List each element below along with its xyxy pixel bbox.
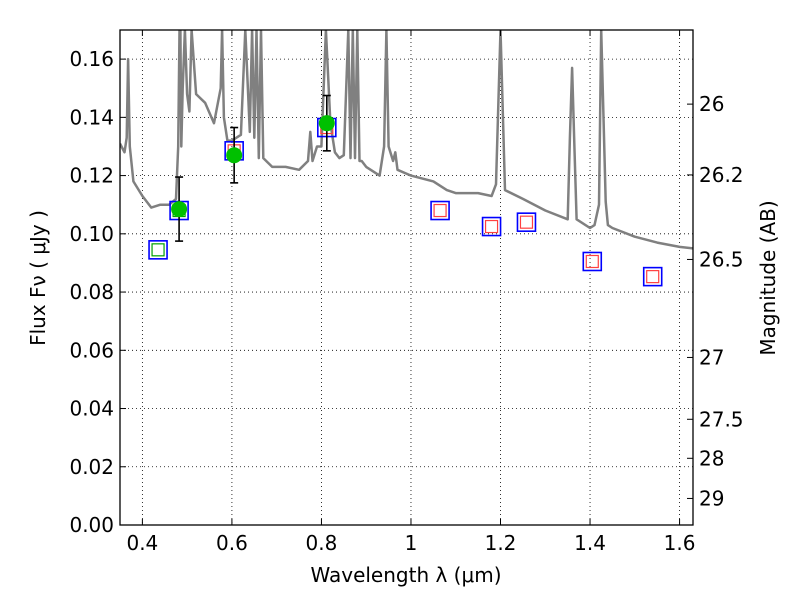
observed-point: [318, 115, 335, 132]
right-tick-label: 28: [699, 446, 724, 470]
y-tick-label: 0.12: [69, 164, 114, 188]
model-photometry-square: [430, 200, 450, 221]
observed-point: [171, 201, 188, 218]
model-photometry-square: [516, 212, 537, 232]
x-tick-label: 1.2: [485, 531, 517, 555]
x-tick-label: 1.6: [664, 531, 696, 555]
model-photometry-square: [642, 266, 663, 287]
x-tick-label: 1.4: [574, 531, 606, 555]
right-tick-label: 26.2: [699, 163, 744, 187]
y-tick-label: 0.00: [69, 513, 114, 537]
x-tick-label: 0.4: [126, 531, 158, 555]
inner-square: [151, 243, 165, 257]
right-tick-label: 26: [699, 92, 724, 116]
right-tick-label: 27.5: [699, 407, 744, 431]
y-axis-label-right: Magnitude (AB): [756, 200, 780, 355]
observed-point: [226, 147, 243, 164]
y-tick-label: 0.10: [69, 222, 114, 246]
grid-lines: [120, 30, 693, 526]
x-tick-label: 1: [405, 531, 418, 555]
inner-square: [585, 254, 599, 269]
y-tick-label: 0.04: [69, 397, 114, 421]
y-tick-label: 0.16: [69, 47, 114, 71]
model-photometry-square: [582, 251, 603, 272]
x-tick-label: 0.8: [306, 531, 338, 555]
x-axis-label: Wavelength λ (μm): [310, 563, 501, 587]
inner-square: [519, 215, 534, 229]
model-photometry-square: [148, 240, 168, 260]
y-tick-label: 0.08: [69, 280, 114, 304]
right-tick-label: 27: [699, 345, 724, 369]
axes-frame: [119, 29, 694, 526]
y-tick-label: 0.02: [69, 455, 114, 479]
y-axis-label: Flux Fν ( μJy ): [26, 210, 50, 346]
inner-square: [433, 203, 447, 218]
ticks: 0.4 0.6 0.8 1 1.2 1.4 1.6 0.00 0.02 0.04 0.06 0.08 0…: [69, 30, 744, 555]
y-tick-label: 0.06: [69, 338, 114, 362]
series-layer: [120, 30, 693, 287]
y-tick-label: 0.14: [69, 105, 114, 129]
inner-square: [646, 270, 660, 284]
inner-square: [484, 219, 499, 234]
x-tick-label: 0.6: [216, 531, 248, 555]
plot-area: [120, 30, 693, 287]
right-tick-label: 29: [699, 486, 724, 510]
model-photometry-square: [481, 216, 502, 237]
right-tick-label: 26.5: [699, 247, 744, 271]
